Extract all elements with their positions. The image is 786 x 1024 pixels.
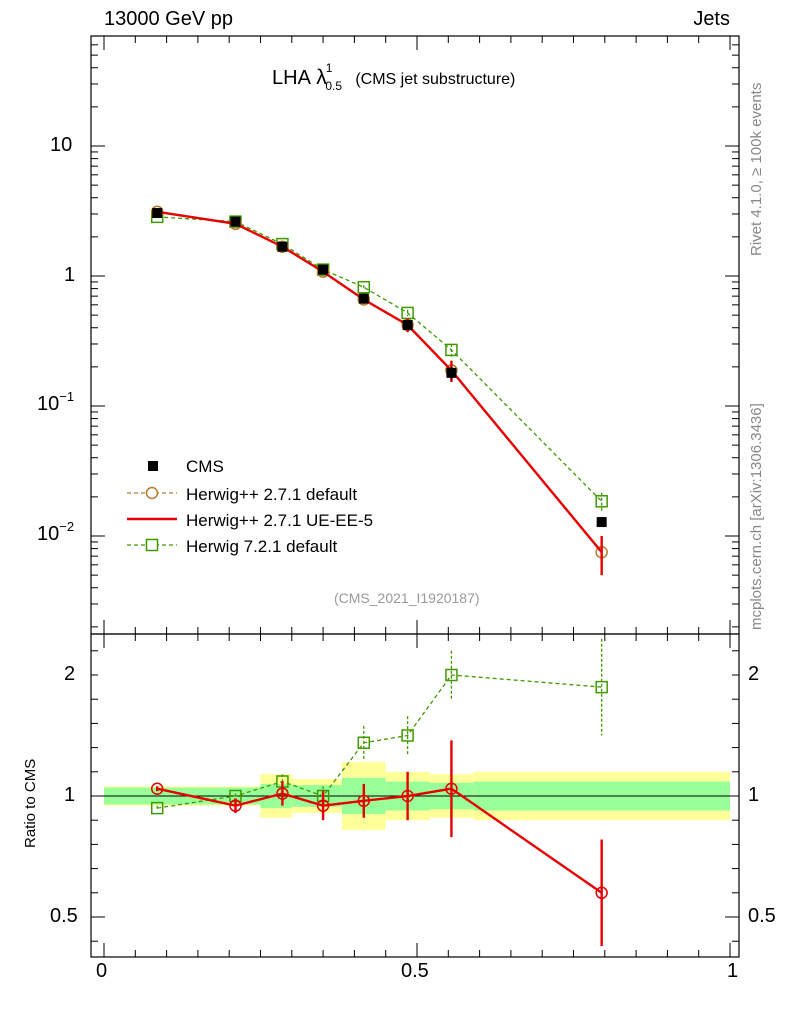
cms-data-point [358, 293, 369, 304]
herwig721-point [357, 280, 371, 294]
xtick-label-1: 1 [727, 960, 739, 982]
cms-data-point [277, 241, 288, 252]
ratio-series-group [150, 638, 608, 947]
analysis-id-label: (CMS_2021_I1920187) [334, 590, 480, 606]
legend-label-cms: CMS [186, 457, 224, 476]
xtick-label-0p5: 0.5 [401, 960, 429, 982]
legend-marker-herwig721 [145, 538, 159, 552]
title-lambda-sub: 0.5 [325, 79, 343, 93]
legend-marker-herwigpp-default [145, 486, 159, 500]
herwig721-point [401, 306, 414, 320]
legend-label-herwig721: Herwig 7.2.1 default [186, 537, 338, 556]
mcplots-label: mcplots.cern.ch [arXiv:1306.3436] [748, 403, 765, 630]
ratio-ytick-right-1: 1 [748, 784, 760, 806]
ratio-axis-ticks [91, 634, 739, 957]
ratio-ytick-right-2: 2 [748, 663, 760, 685]
cms-data-point [446, 367, 457, 378]
ratio-herwigpp-ueee5-point [150, 782, 164, 795]
header-energy-label: 13000 GeV pp [104, 8, 233, 30]
header-jets-label: Jets [693, 8, 730, 30]
ratio-herwig721-point [445, 668, 458, 682]
legend-label-herwigpp-default: Herwig++ 2.7.1 default [186, 485, 358, 504]
title-observable: LHA [272, 67, 311, 89]
ytick-label-10: 10 [50, 134, 73, 156]
herwig721-line [157, 216, 603, 502]
ratio-herwig721-point [150, 801, 164, 815]
ratio-herwig721-point [357, 736, 371, 750]
herwig721-point [445, 343, 458, 357]
ratio-ylabel: Ratio to CMS [22, 758, 39, 848]
xtick-label-0: 0 [96, 960, 108, 982]
ratio-herwigpp-ueee5-point [445, 782, 458, 795]
main-series-group [150, 205, 608, 576]
ratio-herwigpp-ueee5-point [357, 794, 371, 808]
ytick-label-0p1: 10−1 [37, 389, 75, 415]
ytick-label-0p01: 10−2 [37, 519, 75, 545]
herwigpp-ueee5-line [157, 210, 603, 553]
ytick-exp-minus2: −2 [59, 519, 75, 534]
ratio-herwig721-line [157, 674, 602, 809]
title-lambda-sup: 1 [325, 61, 333, 75]
title-lambda: λ [316, 66, 327, 89]
main-axis-ticks [91, 36, 739, 634]
legend-markers [127, 461, 177, 552]
ytick-exp-minus1: −1 [59, 389, 75, 404]
ratio-ytick-left-1: 1 [64, 784, 76, 806]
cms-data-point [596, 517, 607, 528]
plot-title: LHA λ1 0.5 (CMS jet substructure) [272, 61, 516, 93]
herwig721-point [595, 495, 608, 508]
ratio-herwig721-point [401, 729, 414, 742]
ratio-ytick-right-0p5: 0.5 [748, 905, 776, 927]
legend-label-herwigpp-ueee5: Herwig++ 2.7.1 UE-EE-5 [186, 511, 374, 530]
herwigpp-default-point [276, 240, 289, 253]
cms-data-point [152, 208, 163, 219]
legend-marker-cms [148, 461, 158, 471]
ratio-herwigpp-ueee5-point [316, 799, 330, 812]
ratio-ytick-left-0p5: 0.5 [50, 905, 78, 927]
rivet-version-label: Rivet 4.1.0, ≥ 100k events [748, 82, 765, 256]
ratio-herwig721-point [595, 680, 608, 694]
title-suffix: (CMS jet substructure) [355, 71, 516, 88]
cms-data-point [230, 216, 241, 227]
cms-data-point [318, 264, 329, 275]
ytick-label-1: 1 [64, 264, 76, 286]
ratio-herwigpp-ueee5-point [595, 886, 608, 900]
ratio-herwigpp-ueee5-point [229, 799, 242, 812]
ratio-herwigpp-ueee5-point [276, 787, 289, 800]
ratio-herwigpp-ueee5-line [156, 787, 603, 894]
cms-data-point [402, 319, 413, 330]
ratio-herwigpp-ueee5-point [401, 789, 414, 803]
ratio-ytick-left-2: 2 [64, 663, 76, 685]
